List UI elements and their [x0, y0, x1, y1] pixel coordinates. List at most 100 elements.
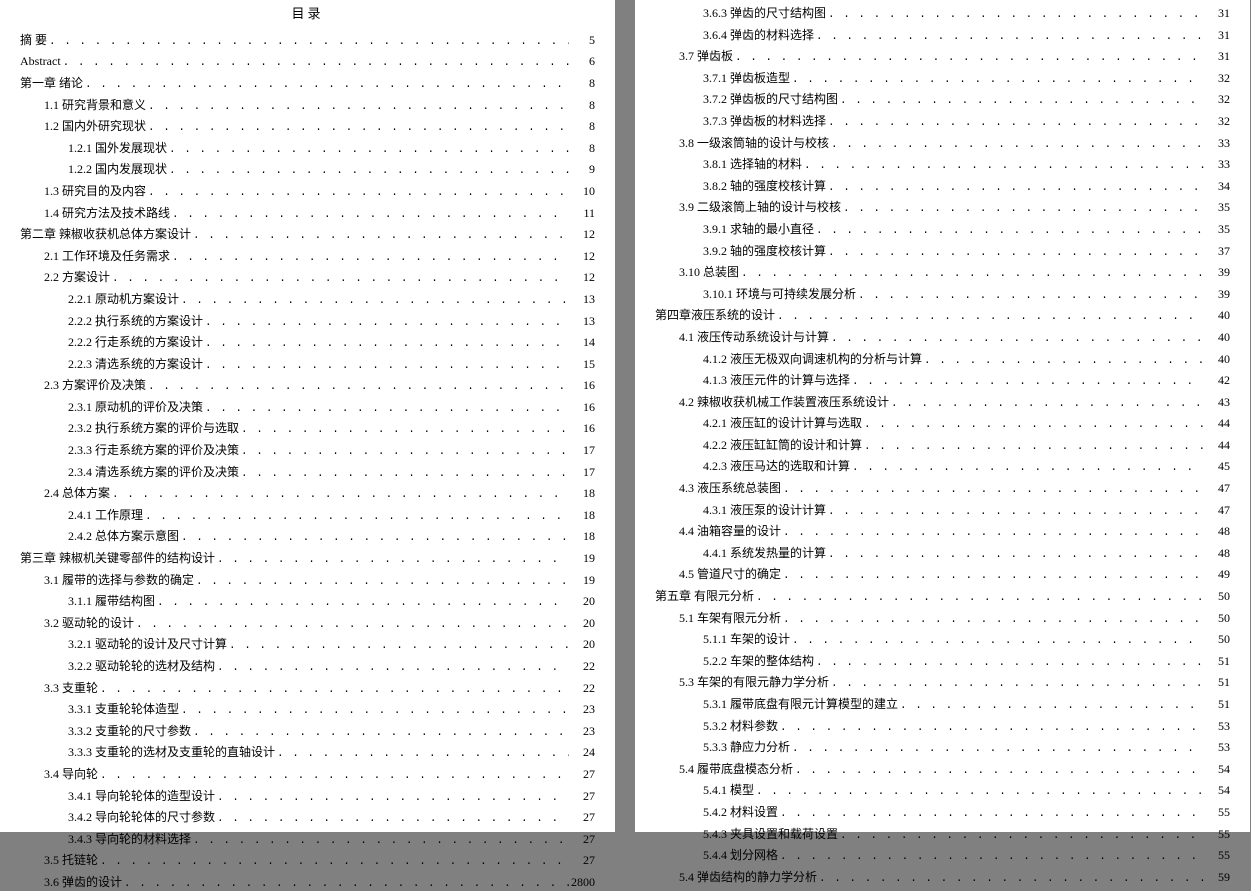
toc-entry: 3.2 驱动轮的设计 20 — [20, 614, 595, 635]
toc-page-number: 51 — [1206, 673, 1230, 692]
toc-dots — [205, 401, 569, 419]
toc-dots — [795, 763, 1204, 781]
toc-dots — [828, 547, 1204, 565]
toc-entry: 4.4 油箱容量的设计48 — [655, 522, 1230, 543]
toc-dots — [193, 833, 569, 851]
toc-page-number: 23 — [571, 700, 595, 719]
toc-dots — [816, 223, 1204, 241]
toc-page-number: 31 — [1206, 4, 1230, 23]
toc-entry: 1.1 研究背景和意义8 — [20, 96, 595, 117]
toc-page-number: 13 — [571, 312, 595, 331]
toc-dots — [157, 595, 569, 613]
toc-label: 5.3.3 静应力分析 — [703, 738, 790, 757]
toc-dots — [864, 439, 1204, 457]
toc-page-number: 47 — [1206, 501, 1230, 520]
toc-entry: 1.2.1 国外发展现状8 — [20, 139, 595, 160]
toc-label: 1.2.2 国内发展现状 — [68, 160, 167, 179]
toc-label: 5.3 车架的有限元静力学分析 — [679, 673, 829, 692]
toc-page-number: 18 — [571, 506, 595, 525]
toc-label: 3.8.2 轴的强度校核计算 — [703, 177, 826, 196]
toc-entry: 2.3.3 行走系统方案的评价及决策17 — [20, 441, 595, 462]
toc-dots — [828, 180, 1204, 198]
toc-dots — [828, 504, 1204, 522]
toc-entry: 3.7.1 弹齿板造型32 — [655, 69, 1230, 90]
toc-label: 2.3.3 行走系统方案的评价及决策 — [68, 441, 239, 460]
toc-label: 5.4.1 模型 — [703, 781, 754, 800]
right-toc-container: 3.6.3 弹齿的尺寸结构图313.6.4 弹齿的材料选择313.7 弹齿板31… — [655, 4, 1230, 891]
toc-entry: 3.6.4 弹齿的材料选择31 — [655, 26, 1230, 47]
toc-label: 3.2 驱动轮的设计 — [44, 614, 134, 633]
toc-label: 3.1.1 履带结构图 — [68, 592, 155, 611]
toc-label: 5.3.1 履带底盘有限元计算模型的建立 — [703, 695, 898, 714]
toc-entry: 2.2.1 原动机方案设计13 — [20, 290, 595, 311]
toc-dots — [217, 552, 569, 570]
toc-label: 3.3.1 支重轮轮体造型 — [68, 700, 179, 719]
toc-label: 3.2.1 驱动轮的设计及尺寸计算 — [68, 635, 227, 654]
toc-label: 2.2.3 清选系统的方案设计 — [68, 355, 203, 374]
toc-label: 3.4.3 导向轮的材料选择 — [68, 830, 191, 849]
toc-entry: 2.3.1 原动机的评价及决策16 — [20, 398, 595, 419]
toc-label: 3.6.3 弹齿的尺寸结构图 — [703, 4, 826, 23]
toc-dots — [100, 854, 569, 872]
toc-label: 4.5 管道尺寸的确定 — [679, 565, 781, 584]
toc-label: 5.2.2 车架的整体结构 — [703, 652, 814, 671]
toc-entry: 第一章 绪论8 — [20, 74, 595, 95]
toc-dots — [136, 617, 569, 635]
toc-page-number: 27 — [571, 851, 595, 870]
toc-entry: 第三章 辣椒机关键零部件的结构设计19 — [20, 549, 595, 570]
toc-dots — [100, 682, 569, 700]
toc-entry: 4.1 液压传动系统设计与计算40 — [655, 328, 1230, 349]
toc-page-number: 2800 — [571, 873, 595, 891]
toc-entry: 4.5 管道尺寸的确定49 — [655, 565, 1230, 586]
toc-label: 3.3.3 支重轮的选材及支重轮的直轴设计 — [68, 743, 275, 762]
toc-page-number: 32 — [1206, 90, 1230, 109]
toc-dots — [831, 676, 1204, 694]
toc-page-number: 19 — [571, 571, 595, 590]
right-page: 3.6.3 弹齿的尺寸结构图313.6.4 弹齿的材料选择313.7 弹齿板31… — [635, 0, 1250, 832]
toc-label: 2.2 方案设计 — [44, 268, 110, 287]
toc-dots — [756, 784, 1204, 802]
toc-label: 1.2 国内外研究现状 — [44, 117, 146, 136]
toc-entry: 3.4 导向轮27 — [20, 765, 595, 786]
toc-page-number: 8 — [571, 139, 595, 158]
toc-label: 3.9.2 轴的强度校核计算 — [703, 242, 826, 261]
toc-label: 3.7 弹齿板 — [679, 47, 733, 66]
toc-page-number: 44 — [1206, 414, 1230, 433]
toc-page-number: 12 — [571, 225, 595, 244]
toc-label: Abstract — [20, 52, 61, 71]
toc-entry: 4.2.1 液压缸的设计计算与选取44 — [655, 414, 1230, 435]
toc-entry: 3.4.2 导向轮轮体的尺寸参数27 — [20, 808, 595, 829]
toc-dots — [816, 655, 1204, 673]
toc-entry: 3.3.1 支重轮轮体造型 23 — [20, 700, 595, 721]
toc-entry: 2.4 总体方案18 — [20, 484, 595, 505]
toc-page-number: 59 — [1206, 868, 1230, 887]
toc-entry: 4.1.2 液压无极双向调速机构的分析与计算40 — [655, 350, 1230, 371]
toc-label: 3.6.4 弹齿的材料选择 — [703, 26, 814, 45]
toc-label: 4.2 辣椒收获机械工作装置液压系统设计 — [679, 393, 889, 412]
toc-dots — [100, 768, 569, 786]
toc-dots — [864, 417, 1204, 435]
toc-label: 摘 要 — [20, 31, 47, 50]
toc-entry: 3.3.3 支重轮的选材及支重轮的直轴设计24 — [20, 743, 595, 764]
toc-label: 4.4 油箱容量的设计 — [679, 522, 781, 541]
toc-label: 5.4 弹齿结构的静力学分析 — [679, 868, 817, 887]
toc-page-number: 55 — [1206, 825, 1230, 844]
toc-page-number: 27 — [571, 765, 595, 784]
toc-dots — [193, 725, 569, 743]
toc-label: 1.3 研究目的及内容 — [44, 182, 146, 201]
toc-entry: 3.2.2 驱动轮轮的选材及结构22 — [20, 657, 595, 678]
toc-label: 4.3 液压系统总装图 — [679, 479, 781, 498]
toc-dots — [891, 396, 1204, 414]
toc-entry: 5.4.3 夹具设置和载荷设置55 — [655, 825, 1230, 846]
toc-page-number: 55 — [1206, 846, 1230, 865]
toc-page-number: 33 — [1206, 134, 1230, 153]
toc-entry: 3.4.1 导向轮轮体的造型设计27 — [20, 787, 595, 808]
toc-title: 目录 — [20, 4, 595, 25]
toc-page-number: 20 — [571, 614, 595, 633]
toc-entry: 2.4.1 工作原理18 — [20, 506, 595, 527]
toc-label: 2.2.1 原动机方案设计 — [68, 290, 179, 309]
toc-dots — [780, 806, 1204, 824]
toc-dots — [148, 185, 569, 203]
left-page: 目录 摘 要5Abstract6第一章 绪论81.1 研究背景和意义81.2 国… — [0, 0, 615, 832]
toc-entry: 5.3 车架的有限元静力学分析 51 — [655, 673, 1230, 694]
